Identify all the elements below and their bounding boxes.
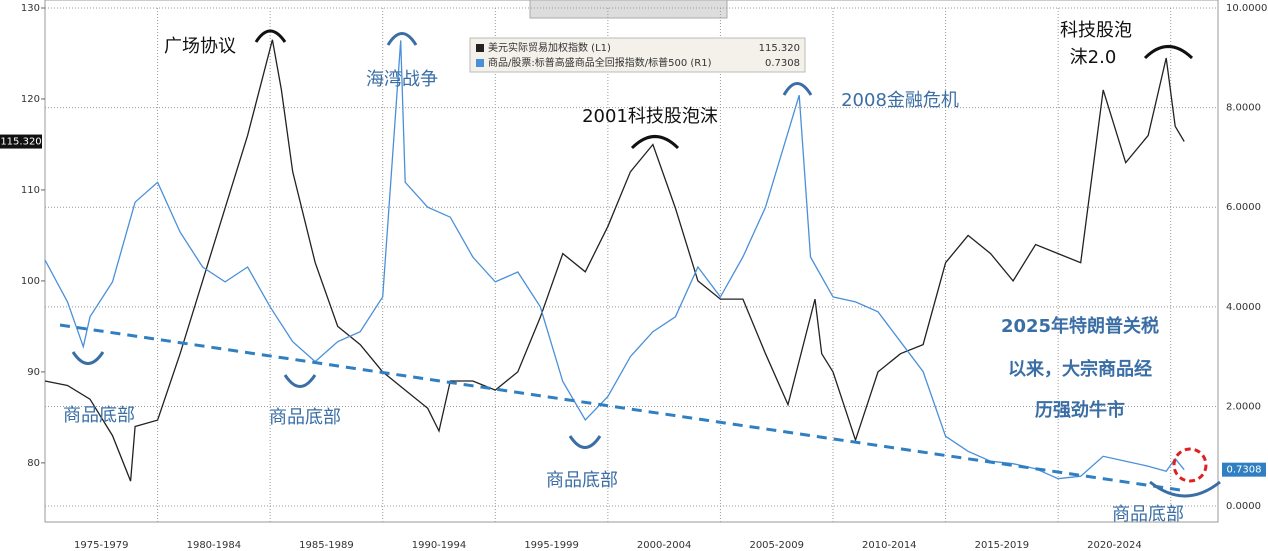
- y-tick-label: 90: [27, 367, 40, 378]
- x-tick-label: 1990-1994: [412, 540, 467, 551]
- x-tick-label: 2010-2014: [862, 540, 917, 551]
- y2-tick-label: 10.0000: [1226, 3, 1267, 14]
- y2-tick-label: 2.0000: [1226, 401, 1261, 412]
- x-tick-label: 1985-1989: [299, 540, 354, 551]
- x-tick-label: 1980-1984: [187, 540, 242, 551]
- arc: [1143, 45, 1194, 60]
- arc: [630, 135, 680, 150]
- legend-swatch: [476, 44, 484, 52]
- y2-tick-label: 6.0000: [1226, 202, 1261, 213]
- annotation: 2001科技股泡沫: [582, 106, 718, 127]
- annotation: 广场协议: [164, 36, 236, 57]
- last-value-label: 115.320: [0, 137, 41, 148]
- toolbar-box[interactable]: [529, 0, 728, 19]
- series-line: [44, 40, 1185, 480]
- arc: [71, 351, 105, 365]
- legend-value: 115.320: [759, 43, 800, 54]
- series-line: [44, 39, 1185, 482]
- y2-tick-label: 0.0000: [1226, 501, 1261, 512]
- arc: [386, 32, 418, 46]
- y-tick-label: 80: [27, 458, 40, 469]
- arc: [283, 374, 317, 388]
- annotation: 科技股泡: [1060, 20, 1132, 41]
- annotation: 以来，大宗商品经: [1008, 358, 1152, 380]
- y2-tick-label: 4.0000: [1226, 302, 1261, 313]
- legend-box: [469, 37, 806, 73]
- x-tick-label: 2000-2004: [637, 540, 692, 551]
- annotation: 商品底部: [1112, 504, 1184, 525]
- legend: 美元实际贸易加权指数 (L1) 115.320 商品/股票:标普高盛商品全回报指数/…: [469, 37, 806, 73]
- toolbar[interactable]: [529, 0, 728, 19]
- x-tick-label: 1975-1979: [74, 540, 129, 551]
- annotation: 海湾战争: [366, 69, 438, 90]
- plot-frame: [44, 0, 1219, 523]
- arc: [254, 29, 287, 43]
- x-tick-label: 2020-2024: [1087, 540, 1142, 551]
- y2-tick-label: 8.0000: [1226, 103, 1261, 114]
- annotation: 2025年特朗普关税: [1001, 315, 1159, 337]
- y-tick-label: 100: [21, 276, 40, 287]
- highlight-circle: [1172, 447, 1208, 483]
- annotation: 历强劲牛市: [1035, 399, 1125, 421]
- arc: [568, 435, 602, 449]
- last-value-tag: [1222, 462, 1266, 477]
- last-value-tag: [0, 134, 42, 149]
- y-tick-label: 110: [21, 185, 40, 196]
- legend-label: 商品/股票:标普高盛商品全回报指数/标普500 (R1): [488, 56, 712, 69]
- y-tick-label: 120: [21, 94, 40, 105]
- annotation: 商品底部: [546, 470, 618, 491]
- annotation: 商品底部: [269, 407, 341, 428]
- x-tick-label: 1995-1999: [524, 540, 579, 551]
- x-tick-label: 2005-2009: [749, 540, 804, 551]
- last-value-label: 0.7308: [1227, 465, 1262, 476]
- legend-value: 0.7308: [765, 58, 800, 69]
- legend-swatch: [476, 59, 484, 67]
- annotation: 2008金融危机: [841, 90, 959, 111]
- x-tick-label: 2015-2019: [975, 540, 1030, 551]
- annotation: 沫2.0: [1070, 47, 1117, 68]
- y-tick-label: 130: [21, 3, 40, 14]
- arc: [1149, 480, 1221, 498]
- arc: [782, 82, 813, 96]
- annotation: 商品底部: [63, 405, 135, 426]
- legend-label: 美元实际贸易加权指数 (L1): [488, 41, 611, 54]
- arcs: [71, 29, 1221, 498]
- trend-line: [59, 323, 1181, 492]
